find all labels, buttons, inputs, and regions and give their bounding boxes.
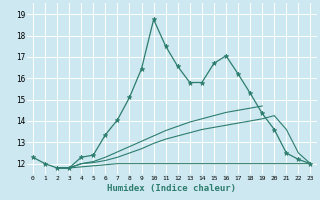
X-axis label: Humidex (Indice chaleur): Humidex (Indice chaleur) (107, 184, 236, 193)
